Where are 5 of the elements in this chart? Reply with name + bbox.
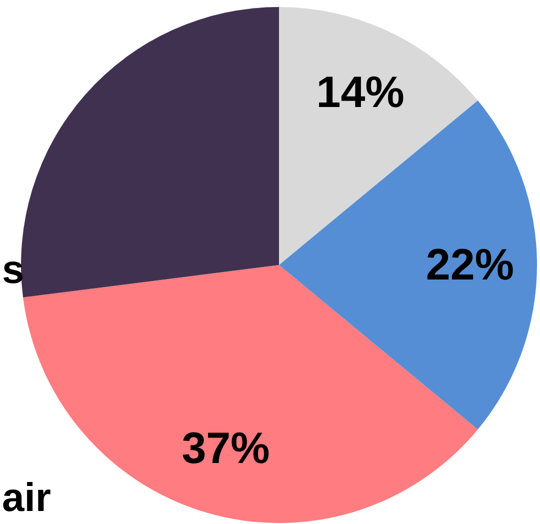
text: air — [2, 476, 51, 520]
data-label: 14% — [316, 68, 404, 117]
data-label: 37% — [182, 424, 270, 473]
data-label: 22% — [426, 240, 514, 290]
pie-slice — [21, 7, 279, 298]
